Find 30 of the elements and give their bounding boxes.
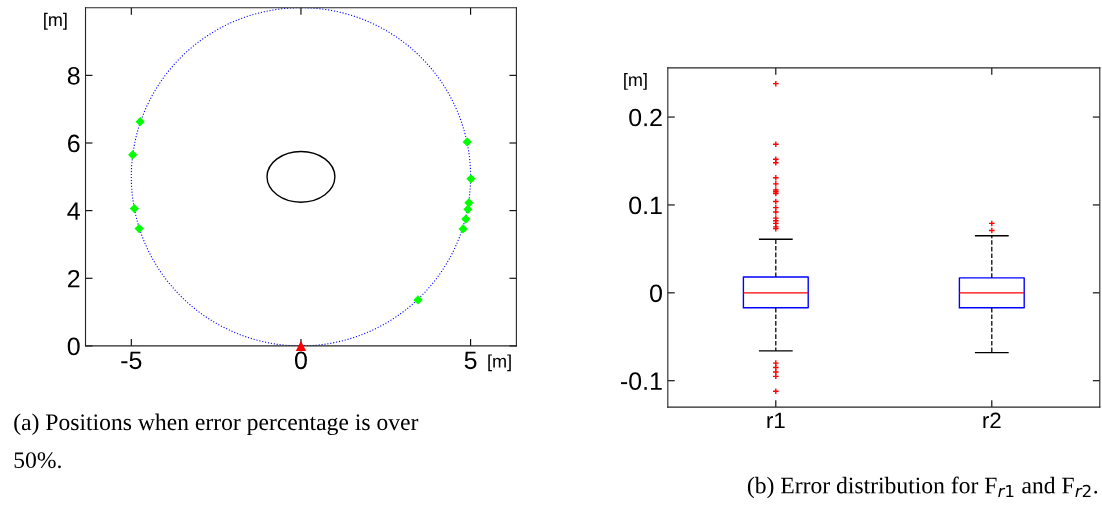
y-tick-label: 4 xyxy=(67,202,80,220)
point xyxy=(458,224,468,234)
y-tick-label: -0.1 xyxy=(620,372,662,391)
point xyxy=(461,214,471,224)
y-tick-label: 0 xyxy=(650,284,662,303)
point xyxy=(463,204,473,214)
y-tick-label: 0.1 xyxy=(629,196,662,215)
y-tick-label: 8 xyxy=(67,66,80,85)
y-tick-label: 2 xyxy=(68,269,80,288)
x-axis-title: [m] xyxy=(488,354,511,372)
point xyxy=(134,223,144,234)
point xyxy=(135,117,145,127)
x-tick-label: r1 xyxy=(767,412,785,429)
x-tick-label: r2 xyxy=(983,412,1001,429)
text: (a) Positions when error percentage is over 50%. xyxy=(14,413,419,469)
x-tick-label: -5 xyxy=(121,351,142,370)
point xyxy=(128,150,138,160)
point xyxy=(129,204,139,214)
point xyxy=(295,340,307,352)
point xyxy=(466,174,476,184)
point xyxy=(413,295,423,305)
y-tick-label: 0.2 xyxy=(629,108,662,127)
text: (b) Error distribution for F$_{r1}$ and F$_{r2}$. xyxy=(747,476,1098,499)
point xyxy=(462,137,472,147)
x-tick-label: 5 xyxy=(464,351,477,370)
y-axis-title: [m] xyxy=(624,73,647,90)
x-tick-label: 0 xyxy=(294,351,307,370)
y-axis-title: [m] xyxy=(44,12,67,30)
y-tick-label: 0 xyxy=(67,337,80,356)
y-tick-label: 6 xyxy=(68,134,80,153)
